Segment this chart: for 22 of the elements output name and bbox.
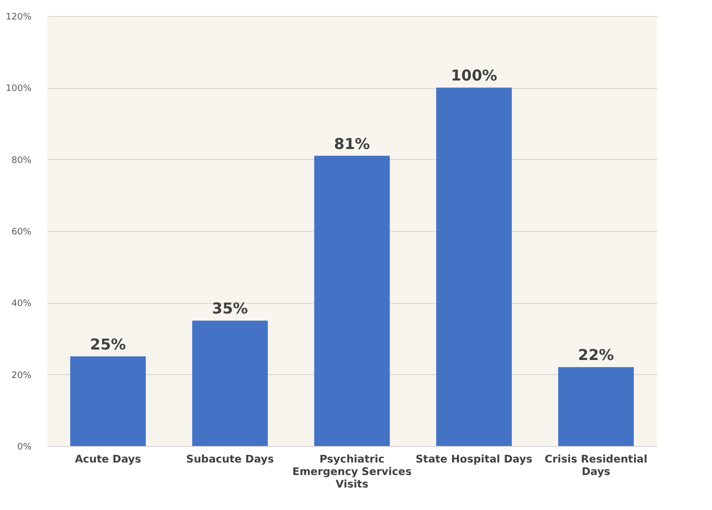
x-tick-label: State Hospital Days [416,454,532,466]
y-tick-label: 100% [6,84,32,94]
x-tick-label: Acute Days [74,454,142,466]
bar [314,156,390,446]
data-label: 100% [450,66,498,85]
bar [558,367,634,446]
x-tick-label: Crisis Residential Days [544,454,648,478]
x-tick-label: Psychiatric Emergency Services Visits [292,454,412,490]
bar [436,88,512,446]
y-tick-label: 120% [6,12,32,22]
bar [70,356,146,446]
x-tick-label: Subacute Days [186,454,274,466]
y-tick-label: 0% [17,442,32,452]
data-label: 25% [90,335,126,354]
bar [192,320,268,446]
y-tick-label: 20% [11,370,32,381]
data-label: 35% [212,300,248,318]
y-tick-label: 80% [11,156,32,166]
data-label: 22% [578,346,614,364]
data-label: 81% [334,134,370,153]
y-tick-label: 40% [11,299,32,310]
y-tick-label: 60% [11,228,32,238]
